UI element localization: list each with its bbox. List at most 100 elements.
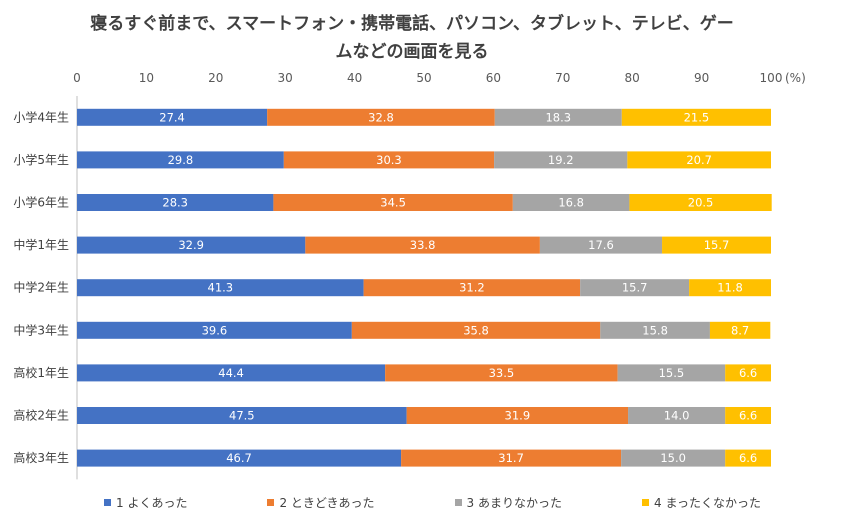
data-label: 41.3 <box>208 281 234 295</box>
x-axis-unit: (%) <box>785 71 806 85</box>
data-label: 32.8 <box>368 110 394 124</box>
data-label: 14.0 <box>664 409 690 423</box>
bar-segment <box>406 407 629 424</box>
bar-segment <box>621 108 771 126</box>
bar-segment <box>385 364 618 382</box>
bar-segment <box>512 194 630 211</box>
bar-segment <box>77 321 352 339</box>
x-tick-label: 20 <box>208 71 223 85</box>
legend-swatch <box>454 499 462 506</box>
x-tick-label: 80 <box>625 71 640 85</box>
data-label: 16.8 <box>558 196 584 210</box>
data-label: 6.6 <box>739 451 757 465</box>
bar-segment <box>725 364 771 382</box>
data-label: 34.5 <box>380 196 406 210</box>
legend-item: 3 あまりなかった <box>397 494 562 511</box>
data-label: 15.0 <box>660 451 686 465</box>
legend-label: 3 あまりなかった <box>466 496 562 510</box>
bar-segment <box>725 407 771 424</box>
legend-label: 4 まったくなかった <box>654 496 761 510</box>
chart-title: 寝るすぐ前まで、スマートフォン・携帯電話、パソコン、タブレット、テレビ、ゲー ム… <box>82 10 742 66</box>
bar-segment <box>494 108 622 126</box>
data-label: 28.3 <box>162 196 188 210</box>
data-label: 35.8 <box>463 323 489 337</box>
data-label: 46.7 <box>226 451 252 465</box>
data-label: 33.5 <box>489 366 515 380</box>
data-label: 39.6 <box>202 323 228 337</box>
data-label: 31.2 <box>459 281 485 295</box>
bar-segment <box>494 151 628 169</box>
bar-segment <box>725 449 771 467</box>
bar-segment <box>709 321 771 339</box>
data-label: 31.9 <box>505 409 531 423</box>
bar-segment <box>617 364 726 382</box>
legend: 1 よくあった 2 ときどきあった 3 あまりなかった 4 まったくなかった <box>0 494 865 511</box>
bar-segment <box>77 364 386 382</box>
category-label: 高校1年生 <box>13 365 69 380</box>
bar-segment <box>662 236 771 254</box>
x-tick-label: 70 <box>555 71 570 85</box>
category-label: 中学1年生 <box>13 237 69 252</box>
data-label: 30.3 <box>376 153 402 167</box>
data-label: 32.9 <box>178 238 204 252</box>
data-label: 31.7 <box>498 451 524 465</box>
data-label: 11.8 <box>717 281 743 295</box>
bar-segment <box>621 449 726 467</box>
data-label: 20.5 <box>688 196 714 210</box>
bar-segment <box>267 108 495 126</box>
category-label: 中学2年生 <box>13 280 69 295</box>
bar-segment <box>77 279 364 297</box>
category-label: 高校2年生 <box>13 408 69 423</box>
x-tick-label: 10 <box>139 71 154 85</box>
bar-segment <box>629 194 772 211</box>
bar-segment <box>363 279 581 297</box>
legend-label: 2 ときどきあった <box>279 496 375 510</box>
chart-title-line-2: ムなどの画面を見る <box>335 42 489 62</box>
bar-segment <box>283 151 495 169</box>
bar-segment <box>77 236 306 254</box>
bar-segment <box>305 236 540 254</box>
category-label: 小学5年生 <box>13 152 69 167</box>
chart-title-line-1: 寝るすぐ前まで、スマートフォン・携帯電話、パソコン、タブレット、テレビ、ゲー <box>90 14 734 34</box>
data-label: 17.6 <box>588 238 614 252</box>
data-label: 15.7 <box>704 238 730 252</box>
bar-segment <box>273 194 513 211</box>
legend-item: 2 ときどきあった <box>209 494 375 511</box>
bar-segment <box>77 407 407 424</box>
data-label: 15.8 <box>642 323 668 337</box>
x-tick-label: 90 <box>694 71 709 85</box>
data-label: 44.4 <box>218 366 244 380</box>
x-tick-label: 100 <box>760 71 783 85</box>
x-tick-label: 40 <box>347 71 362 85</box>
bar-segment <box>600 321 710 339</box>
x-tick-label: 0 <box>73 71 81 85</box>
data-label: 27.4 <box>159 110 185 124</box>
data-label: 29.8 <box>168 153 194 167</box>
data-label: 18.3 <box>545 110 571 124</box>
category-label: 小学6年生 <box>13 195 69 210</box>
data-label: 15.7 <box>622 281 648 295</box>
data-label: 6.6 <box>739 409 757 423</box>
legend-item: 4 まったくなかった <box>584 494 761 511</box>
x-tick-label: 60 <box>486 71 501 85</box>
bar-segment <box>539 236 663 254</box>
category-label: 高校3年生 <box>13 450 69 465</box>
bar-segment <box>351 321 601 339</box>
legend-swatch <box>642 499 649 506</box>
bar-segment <box>689 279 771 297</box>
legend-label: 1 よくあった <box>116 496 188 510</box>
data-label: 20.7 <box>686 153 712 167</box>
data-label: 19.2 <box>548 153 574 167</box>
bar-segment <box>580 279 690 297</box>
bar-segment <box>77 194 274 211</box>
data-label: 15.5 <box>659 366 685 380</box>
category-label: 小学4年生 <box>13 109 69 124</box>
legend-item: 1 よくあった <box>104 494 187 511</box>
bar-segment <box>77 449 402 467</box>
x-tick-label: 50 <box>416 71 431 85</box>
data-label: 47.5 <box>229 409 255 423</box>
data-label: 33.8 <box>410 238 436 252</box>
category-label: 中学3年生 <box>13 322 69 337</box>
bar-segment <box>77 108 268 126</box>
